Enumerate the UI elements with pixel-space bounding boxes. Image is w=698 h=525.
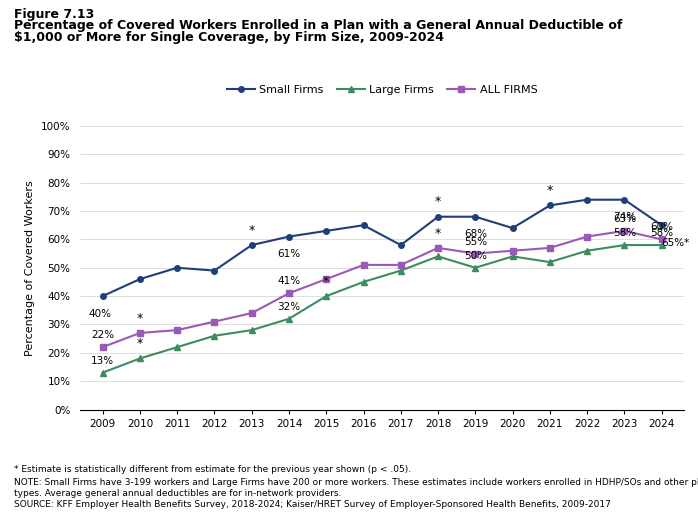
ALL FIRMS [210, 319, 218, 325]
Large Firms [583, 248, 591, 254]
Large Firms [471, 265, 480, 271]
ALL FIRMS [359, 262, 368, 268]
Large Firms [508, 253, 517, 259]
Small Firms [396, 242, 405, 248]
Text: 32%: 32% [277, 302, 301, 312]
Text: 41%: 41% [277, 276, 301, 286]
Text: $1,000 or More for Single Coverage, by Firm Size, 2009-2024: $1,000 or More for Single Coverage, by F… [14, 31, 444, 44]
Large Firms [658, 242, 666, 248]
Small Firms [583, 196, 591, 203]
Text: 58%: 58% [650, 228, 674, 238]
Text: *: * [323, 275, 329, 288]
Text: 58%: 58% [613, 228, 636, 238]
Legend: Small Firms, Large Firms, ALL FIRMS: Small Firms, Large Firms, ALL FIRMS [223, 80, 542, 99]
ALL FIRMS [396, 262, 405, 268]
Line: Small Firms: Small Firms [100, 197, 664, 299]
Small Firms [135, 276, 144, 282]
Large Firms [546, 259, 554, 265]
Large Firms [621, 242, 629, 248]
Text: 50%: 50% [464, 251, 487, 261]
Large Firms [359, 279, 368, 285]
Text: 60%: 60% [650, 223, 673, 233]
Text: 22%: 22% [91, 330, 114, 340]
Large Firms [434, 253, 443, 259]
Line: ALL FIRMS: ALL FIRMS [100, 228, 664, 350]
Text: 13%: 13% [91, 356, 114, 366]
Text: 55%: 55% [463, 237, 487, 247]
Text: 40%: 40% [89, 309, 112, 319]
Small Firms [621, 196, 629, 203]
ALL FIRMS [471, 250, 480, 257]
Small Firms [434, 214, 443, 220]
ALL FIRMS [135, 330, 144, 336]
ALL FIRMS [322, 276, 330, 282]
Large Firms [285, 316, 293, 322]
Text: 61%: 61% [277, 249, 301, 259]
ALL FIRMS [173, 327, 181, 333]
Text: 65%*: 65%* [662, 238, 690, 248]
Small Firms [98, 293, 107, 299]
Small Firms [359, 222, 368, 228]
Text: NOTE: Small Firms have 3-199 workers and Large Firms have 200 or more workers. T: NOTE: Small Firms have 3-199 workers and… [14, 478, 698, 487]
Small Firms [471, 214, 480, 220]
Large Firms [248, 327, 256, 333]
Text: SOURCE: KFF Employer Health Benefits Survey, 2018-2024; Kaiser/HRET Survey of Em: SOURCE: KFF Employer Health Benefits Sur… [14, 500, 611, 509]
Text: *: * [435, 195, 441, 208]
Small Firms [322, 228, 330, 234]
ALL FIRMS [434, 245, 443, 251]
Large Firms [396, 267, 405, 274]
Small Firms [658, 222, 666, 228]
Small Firms [173, 265, 181, 271]
ALL FIRMS [546, 245, 554, 251]
Large Firms [135, 355, 144, 362]
ALL FIRMS [508, 248, 517, 254]
Large Firms [322, 293, 330, 299]
Large Firms [173, 344, 181, 350]
Small Firms [546, 202, 554, 208]
Text: *: * [248, 224, 255, 237]
ALL FIRMS [658, 236, 666, 243]
Line: Large Firms: Large Firms [100, 243, 664, 375]
Text: *: * [137, 337, 143, 350]
ALL FIRMS [98, 344, 107, 350]
ALL FIRMS [583, 234, 591, 240]
Text: *: * [137, 312, 143, 324]
ALL FIRMS [285, 290, 293, 297]
Text: 68%: 68% [463, 229, 487, 239]
ALL FIRMS [621, 228, 629, 234]
Text: *: * [547, 184, 553, 197]
Text: *: * [435, 227, 441, 239]
Small Firms [285, 234, 293, 240]
Text: types. Average general annual deductibles are for in-network providers.: types. Average general annual deductible… [14, 489, 341, 498]
Text: Figure 7.13: Figure 7.13 [14, 8, 94, 21]
ALL FIRMS [248, 310, 256, 316]
Text: Percentage of Covered Workers Enrolled in a Plan with a General Annual Deductibl: Percentage of Covered Workers Enrolled i… [14, 19, 623, 33]
Large Firms [98, 370, 107, 376]
Text: * Estimate is statistically different from estimate for the previous year shown : * Estimate is statistically different fr… [14, 465, 411, 474]
Text: 63%: 63% [613, 214, 636, 224]
Small Firms [248, 242, 256, 248]
Small Firms [210, 267, 218, 274]
Large Firms [210, 333, 218, 339]
Y-axis label: Percentage of Covered Workers: Percentage of Covered Workers [26, 180, 36, 355]
Text: 74%: 74% [613, 212, 636, 222]
Small Firms [508, 225, 517, 231]
